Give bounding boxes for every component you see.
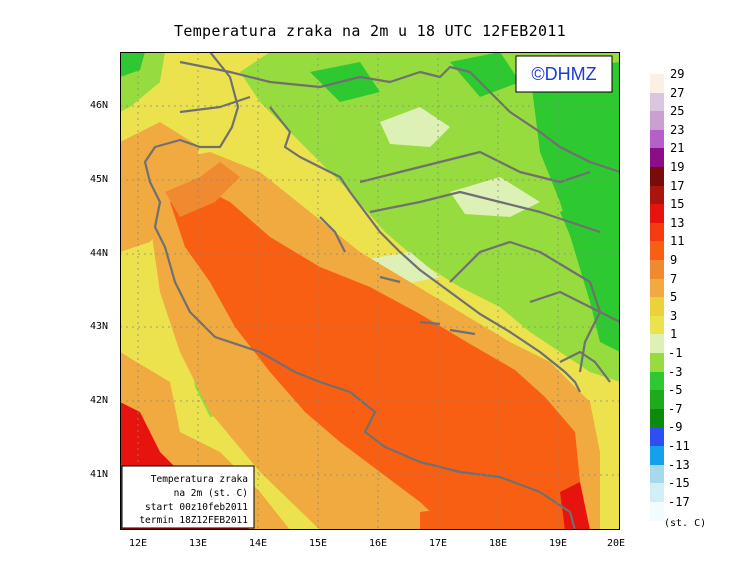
- colorbar-level-label: 11: [670, 234, 685, 249]
- colorbar-swatch: [650, 390, 664, 410]
- colorbar-swatch: [650, 74, 664, 93]
- lon-label: 13E: [189, 538, 208, 549]
- lon-label: 20E: [607, 538, 626, 549]
- colorbar-level-label: -9: [668, 420, 683, 435]
- colorbar-swatch: [650, 92, 664, 112]
- colorbar-swatch: [650, 204, 664, 224]
- colorbar-swatch: [650, 260, 664, 279]
- colorbar-level-label: 29: [670, 67, 685, 81]
- colorbar-swatch: [650, 167, 664, 186]
- colorbar-swatch: [650, 353, 664, 372]
- colorbar-level-label: 1: [670, 327, 678, 342]
- colorbar-level-label: -17: [668, 494, 690, 509]
- colorbar-swatch: [650, 408, 664, 428]
- colorbar-units: (st. C): [664, 518, 707, 529]
- adriatic-upper-orange: [165, 162, 240, 217]
- colorbar-level-label: -15: [668, 476, 690, 491]
- svg-text:©DHMZ: ©DHMZ: [531, 64, 596, 84]
- lon-label: 17E: [429, 538, 448, 549]
- colorbar-level-label: 9: [670, 253, 678, 267]
- svg-text:termin 18Z12FEB2011: termin 18Z12FEB2011: [139, 515, 248, 526]
- colorbar-level-label: 13: [670, 215, 685, 230]
- colorbar-swatch: [650, 334, 664, 354]
- lon-label: 15E: [309, 538, 328, 549]
- colorbar-level-label: 27: [670, 85, 685, 100]
- lon-label: 18E: [489, 538, 508, 549]
- lon-label: 16E: [369, 538, 388, 549]
- coastlines: [143, 52, 620, 530]
- colorbar-level-label: -5: [668, 383, 683, 398]
- colorbar-swatch: [650, 446, 664, 465]
- colorbar-swatch: [650, 148, 664, 168]
- north-lightgreen-region: [240, 52, 620, 382]
- colorbar-level-label: 7: [670, 271, 678, 286]
- lon-label: 14E: [249, 538, 268, 549]
- lat-label: 43N: [90, 321, 109, 332]
- dhmz-logo: ©DHMZ: [515, 55, 613, 93]
- colorbar-swatch: [650, 278, 664, 298]
- lat-label: 45N: [90, 174, 109, 185]
- colorbar-swatch: [650, 185, 664, 205]
- colorbar-level-label: 5: [670, 290, 678, 305]
- se-orange-patch: [420, 507, 465, 530]
- north-green-patch: [450, 52, 520, 97]
- colorbar-swatch: [650, 129, 664, 149]
- svg-text:na 2m (st. C): na 2m (st. C): [174, 488, 248, 499]
- colorbar-swatch: [650, 111, 664, 131]
- colorbar-swatch: [650, 241, 664, 261]
- colorbar-swatch: [650, 371, 664, 391]
- colorbar-level-label: -7: [668, 401, 683, 416]
- colorbar-swatch: [650, 315, 664, 335]
- info-box: Temperatura zraka na 2m (st. C) start 00…: [121, 465, 255, 529]
- colorbar-swatch: [650, 464, 664, 484]
- colorbar-level-label: 25: [670, 104, 685, 119]
- colorbar-swatch: [650, 427, 664, 447]
- svg-text:Temperatura zraka: Temperatura zraka: [151, 474, 248, 485]
- lon-label: 12E: [129, 538, 148, 549]
- colorbar-level-label: 19: [670, 160, 685, 174]
- map-frame: [120, 52, 620, 530]
- nw-darkgreen-patch: [120, 52, 145, 77]
- colorbar-level-label: -11: [668, 439, 690, 453]
- graticule: [120, 52, 620, 530]
- svg-text:start 00z10feb2011: start 00z10feb2011: [145, 502, 248, 513]
- map-title: Temperatura zraka na 2m u 18 UTC 12FEB20…: [174, 22, 566, 40]
- se-red-patch: [560, 482, 590, 530]
- temperature-map: ©DHMZ Temperatura zraka na 2m (st. C) st…: [120, 52, 620, 530]
- colorbar-level-label: 17: [670, 178, 685, 193]
- colorbar-level-label: 3: [670, 308, 678, 323]
- lat-label: 42N: [90, 395, 109, 406]
- colorbar-swatch: [650, 501, 664, 521]
- north-green-patch: [310, 62, 380, 102]
- lat-label: 44N: [90, 248, 109, 259]
- colorbar-level-label: -3: [668, 364, 683, 379]
- colorbar-level-label: 21: [670, 141, 685, 156]
- colorbar-swatch: [650, 297, 664, 317]
- lat-label: 41N: [90, 469, 109, 480]
- pale-green-patch: [380, 107, 450, 147]
- colorbar-level-label: 15: [670, 197, 685, 212]
- colorbar-swatch: [650, 483, 664, 503]
- colorbar-level-label: -1: [668, 346, 683, 360]
- lon-label: 19E: [549, 538, 568, 549]
- colorbar-level-label: 23: [670, 122, 685, 137]
- adriatic-sea-region: [170, 187, 580, 530]
- lat-label: 46N: [90, 100, 109, 111]
- colorbar-level-label: -13: [668, 457, 690, 472]
- colorbar-swatch: [650, 222, 664, 242]
